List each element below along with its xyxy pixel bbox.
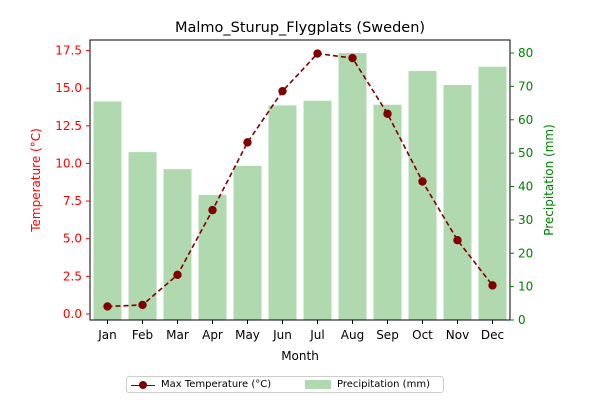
y-right-tick-label: 70 <box>518 79 533 93</box>
temperature-point <box>348 53 357 63</box>
temperature-line <box>107 52 494 308</box>
legend-line-marker-icon <box>131 380 155 390</box>
temperature-point <box>243 138 252 147</box>
x-tick-label: Apr <box>202 328 223 342</box>
y-right-tick-label: 20 <box>518 246 533 260</box>
bars-layer <box>93 53 507 321</box>
x-tick-label: Aug <box>341 328 364 342</box>
precip-bar <box>338 53 367 320</box>
temperature-point <box>278 86 287 96</box>
precip-bar <box>93 101 122 320</box>
precip-bar <box>443 85 472 320</box>
temperature-point <box>418 177 427 186</box>
y-left-tick-label: 0.0 <box>63 307 82 321</box>
y-right-tick-label: 10 <box>518 280 533 294</box>
precip-bar <box>373 104 402 320</box>
temperature-point <box>173 270 182 280</box>
temperature-point <box>208 205 217 215</box>
y-left-tick-label: 7.5 <box>63 194 82 208</box>
legend-item-precipitation: Precipitation (mm) <box>305 379 430 390</box>
precip-bar <box>303 100 332 320</box>
y-left-tick-label: 15.0 <box>55 81 82 95</box>
legend-label-temperature: Max Temperature (°C) <box>161 379 272 390</box>
x-tick-label: Jun <box>272 328 292 342</box>
y-left-tick-label: 17.5 <box>55 44 82 58</box>
axes-layer: Jan Feb Mar Apr May Jun Jul Aug Sep Oct Nov Dec 0.0 2… <box>55 39 533 342</box>
plot-frame <box>89 39 511 321</box>
y-right-tick-label: 40 <box>518 180 533 194</box>
x-tick-label: Feb <box>132 328 153 342</box>
legend-item-temperature: Max Temperature (°C) <box>131 379 271 390</box>
legend-bar-swatch-icon <box>305 380 331 389</box>
temperature-point <box>453 236 462 245</box>
precip-bar <box>268 105 297 321</box>
y-right-tick-label: 60 <box>518 113 533 127</box>
temperature-point <box>488 281 497 290</box>
y-left-tick-label: 5.0 <box>63 232 82 246</box>
y-right-tick-label: 0 <box>518 313 526 327</box>
x-tick-label: Dec <box>481 328 504 342</box>
y-left-axis-label: Temperature (°C) <box>29 128 43 233</box>
precip-bar <box>163 169 192 320</box>
y-right-tick-label: 80 <box>518 46 533 60</box>
x-tick-label: May <box>235 328 260 342</box>
temperature-point <box>138 300 147 310</box>
temperature-point <box>103 302 112 311</box>
legend: Max Temperature (°C) Precipitation (mm) <box>126 376 444 393</box>
line-layer <box>103 49 497 311</box>
x-tick-label: Jan <box>97 328 117 342</box>
x-tick-label: Nov <box>446 328 469 342</box>
y-left-tick-label: 2.5 <box>63 269 82 283</box>
y-right-tick-label: 50 <box>518 146 533 160</box>
y-left-tick-label: 12.5 <box>55 119 82 133</box>
x-tick-label: Jul <box>309 328 324 342</box>
precip-bar <box>198 194 227 320</box>
y-right-axis-label: Precipitation (mm) <box>542 124 556 236</box>
temperature-point <box>383 109 392 118</box>
temperature-point <box>313 49 322 58</box>
legend-label-precipitation: Precipitation (mm) <box>337 379 430 390</box>
x-tick-label: Sep <box>376 328 399 342</box>
precip-bar <box>408 71 437 320</box>
chart-title: Malmo_Sturup_Flygplats (Sweden) <box>175 20 425 36</box>
y-right-tick-label: 30 <box>518 213 533 227</box>
precip-bar <box>233 165 262 320</box>
precip-bar <box>478 66 507 320</box>
y-left-tick-label: 10.0 <box>55 156 82 170</box>
x-axis-label: Month <box>281 349 319 363</box>
precip-bar <box>128 152 157 320</box>
x-tick-label: Oct <box>412 328 433 342</box>
x-tick-label: Mar <box>166 328 189 342</box>
